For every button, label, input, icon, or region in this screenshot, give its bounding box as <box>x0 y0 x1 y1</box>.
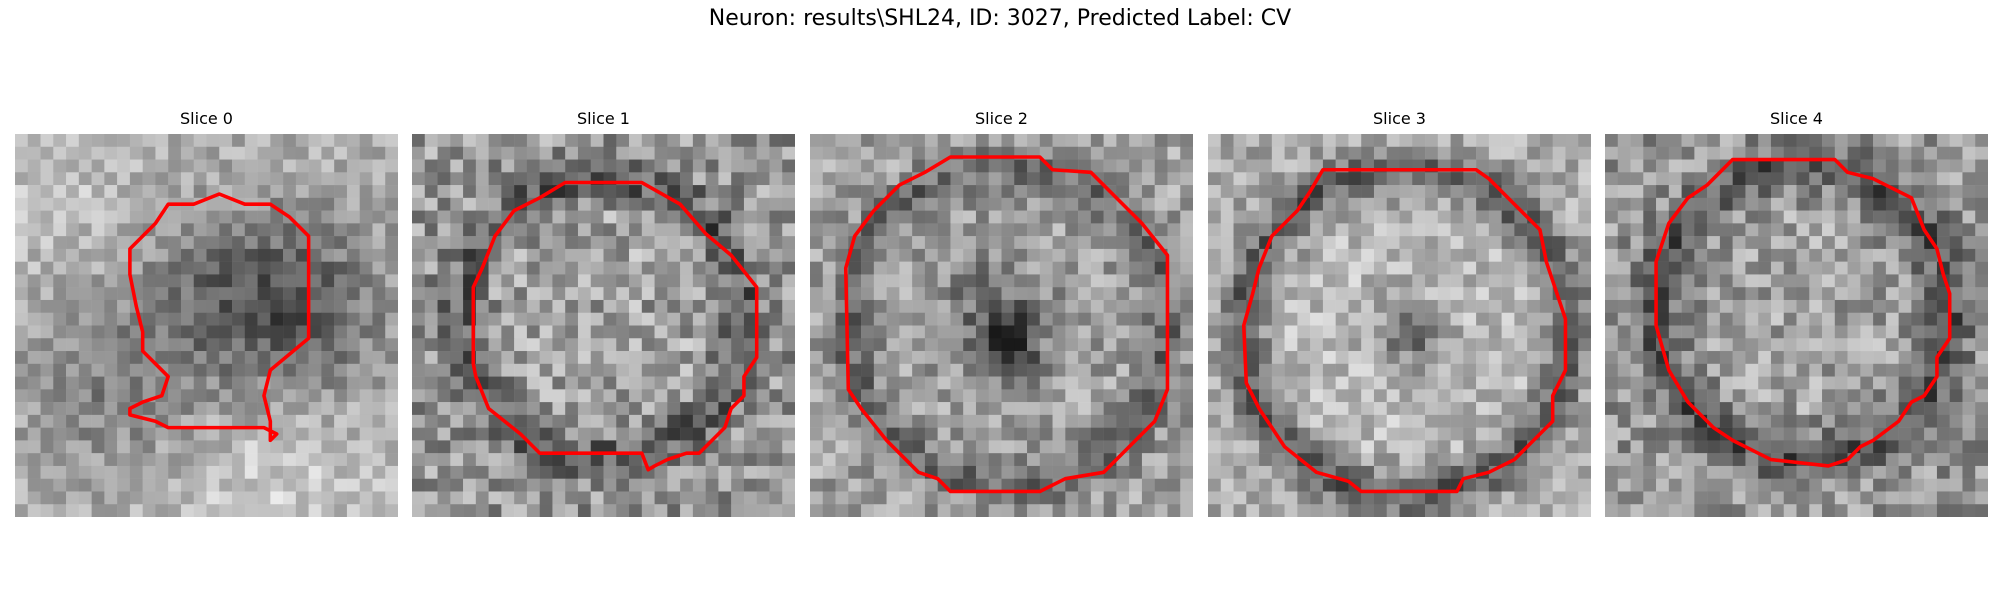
slice-panel-1: Slice 1 <box>412 104 795 520</box>
neuron-contour-0 <box>128 192 311 443</box>
slice-panel-4: Slice 4 <box>1605 104 1988 520</box>
slice-image-4 <box>1605 134 1988 517</box>
neuron-contour-1 <box>471 180 759 472</box>
neuron-contour-2 <box>843 155 1170 494</box>
slice-title-2: Slice 2 <box>975 109 1028 128</box>
pixel-grid-4 <box>1605 134 1988 517</box>
slice-panel-2: Slice 2 <box>810 104 1193 520</box>
slice-image-3 <box>1208 134 1591 517</box>
pixel-grid-1 <box>412 134 795 517</box>
neuron-contour-3 <box>1241 167 1568 494</box>
figure-title: Neuron: results\SHL24, ID: 3027, Predict… <box>708 6 1292 31</box>
pixel-grid-2 <box>810 134 1193 517</box>
slice-title-3: Slice 3 <box>1373 109 1426 128</box>
pixel-grid-0 <box>15 134 398 517</box>
neuron-contour-4 <box>1654 157 1952 468</box>
slice-image-0 <box>15 134 398 517</box>
slice-title-1: Slice 1 <box>577 109 630 128</box>
slice-image-2 <box>810 134 1193 517</box>
slice-panel-3: Slice 3 <box>1208 104 1591 520</box>
slice-title-4: Slice 4 <box>1770 109 1823 128</box>
pixel-grid-3 <box>1208 134 1591 517</box>
slice-title-0: Slice 0 <box>180 109 233 128</box>
slice-panel-0: Slice 0 <box>15 104 398 520</box>
slice-image-1 <box>412 134 795 517</box>
